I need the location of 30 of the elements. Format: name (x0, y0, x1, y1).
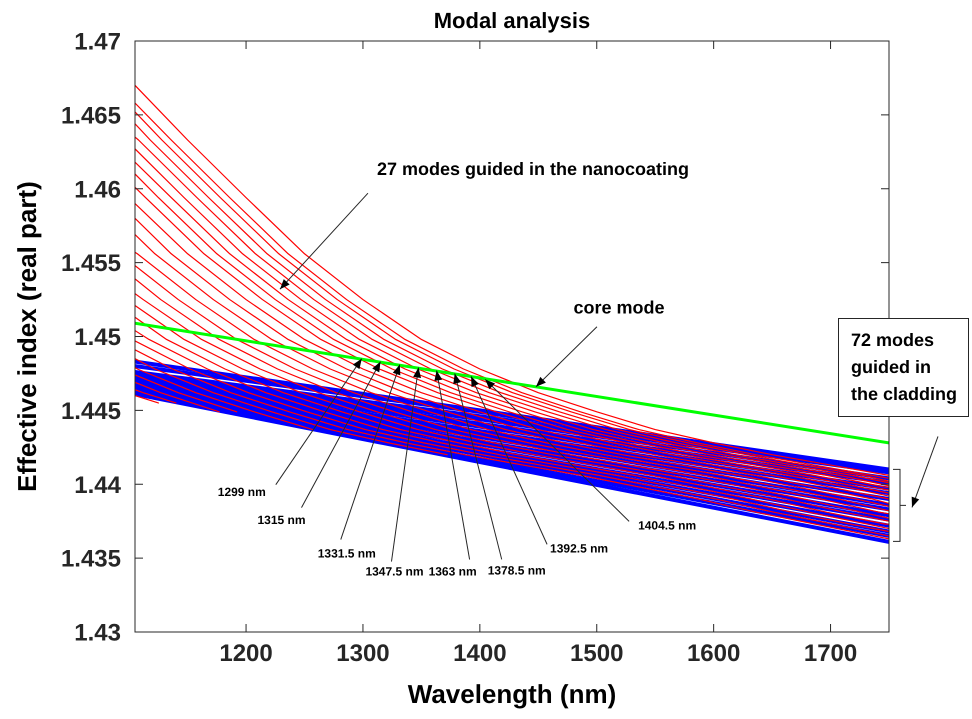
x-tick-label: 1500 (570, 640, 624, 668)
annotation: 1331.5 nm (318, 546, 376, 561)
y-tick-label: 1.435 (60, 546, 121, 573)
chart-title: Modal analysis (434, 8, 590, 33)
text-box: 72 modes guided in the cladding (838, 318, 969, 418)
y-tick-label: 1.465 (60, 102, 121, 130)
x-axis-title: Wavelength (nm) (408, 679, 616, 709)
y-tick-label: 1.43 (74, 620, 121, 647)
y-tick-label: 1.45 (74, 324, 121, 352)
annotation: 1392.5 nm (550, 542, 608, 556)
x-tick-label: 1200 (219, 640, 273, 668)
annotation: 1299 nm (218, 484, 266, 499)
annotation: 72 modes guided in the cladding (851, 330, 958, 404)
y-tick-label: 1.455 (60, 250, 121, 278)
x-tick-label: 1400 (453, 640, 507, 668)
annotation: 1363 nm (428, 564, 477, 579)
annotation: 1315 nm (257, 512, 306, 527)
y-tick-label: 1.44 (74, 472, 122, 499)
y-axis-title: Effective index (real part) (12, 181, 42, 492)
annotation: 1404.5 nm (638, 518, 696, 533)
y-tick-label: 1.46 (74, 176, 121, 204)
annotation: 27 modes guided in the nanocoating (376, 158, 689, 179)
x-tick-label: 1300 (336, 640, 390, 668)
y-tick-label: 1.445 (60, 398, 121, 425)
annotation: 1347.5 nm (365, 564, 424, 579)
x-tick-label: 1700 (804, 640, 858, 668)
annotation: 1378.5 nm (488, 564, 546, 578)
x-tick-label: 1600 (686, 640, 740, 668)
y-tick-label: 1.47 (74, 28, 121, 56)
annotation: core mode (573, 297, 664, 318)
